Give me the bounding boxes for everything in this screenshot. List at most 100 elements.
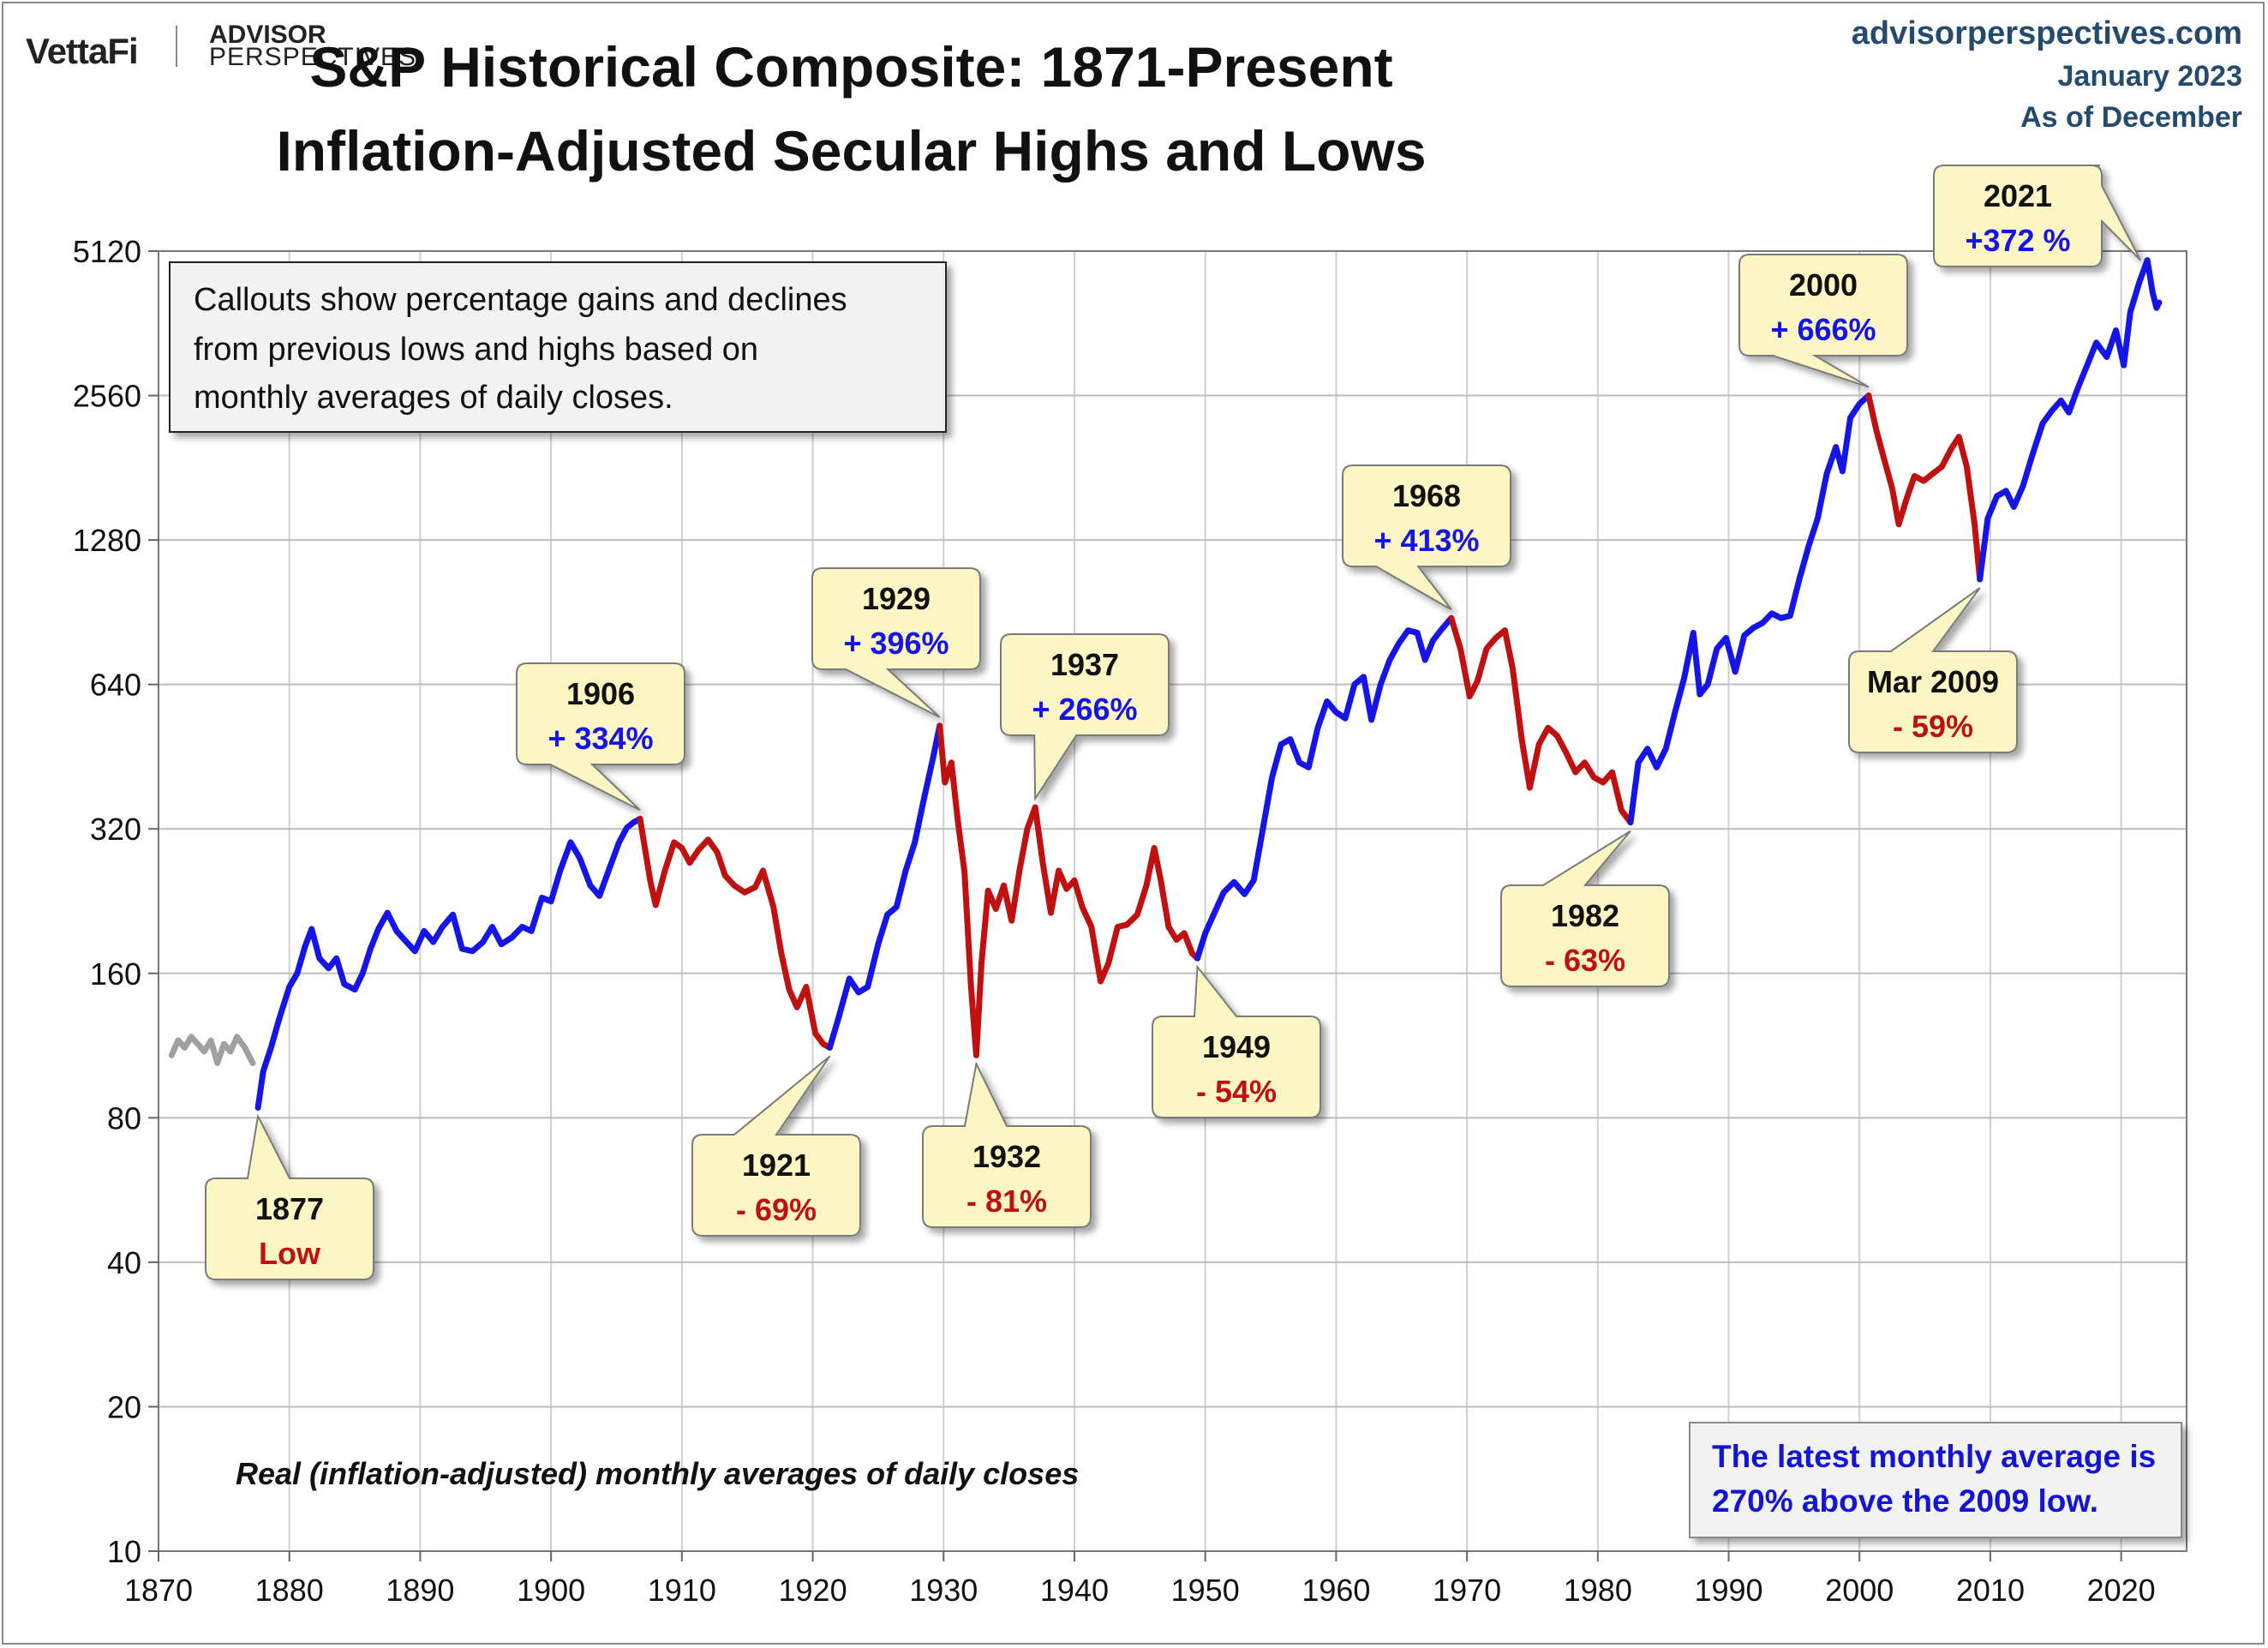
callout-box: [811, 567, 981, 718]
callout-box: [691, 1055, 861, 1237]
info-box: [169, 261, 947, 433]
x-tick-label: 1890: [386, 1573, 454, 1608]
callout-1929: [811, 567, 981, 718]
chart-title-line2: Inflation-Adjusted Secular Highs and Low…: [276, 119, 1427, 183]
y-tick-label: 640: [90, 668, 141, 703]
x-tick-label: 1950: [1171, 1573, 1240, 1608]
x-tick-label: 1970: [1433, 1573, 1501, 1608]
series-line: [826, 722, 943, 1051]
callout-1932: [922, 1061, 1092, 1228]
x-tick-label: 1870: [124, 1573, 193, 1608]
x-tick-label: 1910: [648, 1573, 716, 1608]
series-line: [1977, 257, 2151, 583]
x-tick-label: 1990: [1694, 1573, 1762, 1608]
grid: [158, 250, 2187, 1552]
y-tick-label: 10: [107, 1534, 141, 1569]
callout-1949: [1152, 964, 1321, 1118]
y-axis: 5120 2560 1280 640 320 160 80 40 20 10: [73, 234, 159, 1569]
series-line: [254, 815, 643, 1111]
as-of-date: As of December: [2020, 101, 2242, 134]
y-tick-label: 5120: [73, 234, 141, 269]
x-tick-label: 1930: [909, 1573, 978, 1608]
callout-pct-label: + 334%: [548, 721, 653, 756]
chart-title-line1: S&P Historical Composite: 1871-Present: [309, 35, 1393, 99]
callout-box: [1152, 964, 1321, 1118]
x-tick-label: 1880: [255, 1573, 324, 1608]
series-line: [1627, 393, 1872, 826]
callout-box: [1848, 587, 2018, 753]
callout-year-label: 1982: [1551, 898, 1619, 933]
callout-year-label: 1937: [1050, 647, 1119, 682]
callout-1877: [205, 1113, 374, 1280]
callout-box: [1500, 830, 1670, 987]
callout-2000: [1738, 254, 1908, 388]
plot-area: [158, 250, 2187, 1552]
callout-pct-label: + 666%: [1770, 312, 1876, 347]
callout-pct-label: + 413%: [1373, 523, 1479, 558]
y-tick-label: 320: [90, 812, 141, 847]
y-tick-label: 20: [107, 1389, 141, 1424]
callout-box: [1342, 464, 1511, 611]
footnote: Real (inflation-adjusted) monthly averag…: [236, 1456, 1079, 1491]
callout-pct-label: - 54%: [1196, 1074, 1277, 1109]
x-tick-label: 2000: [1825, 1573, 1894, 1608]
callout-pct-label: - 69%: [736, 1192, 817, 1227]
x-axis: 1870 1880 1890 1900 1910 1920 1930 1940 1950 1960…: [124, 1551, 2156, 1608]
callout-year-label: Mar 2009: [1867, 664, 1999, 699]
y-tick-label: 80: [107, 1100, 141, 1136]
callouts: 1877 Low 1906 + 334% 1921 - 69% 1929 + 396% 1932…: [205, 165, 2142, 1280]
callout-year-label: 1921: [742, 1148, 811, 1183]
callout-box: [516, 662, 685, 812]
y-tick-label: 160: [90, 956, 141, 992]
callout-year-label: 2000: [1789, 267, 1858, 303]
callout-1968: [1342, 464, 1511, 611]
callout-box: [1933, 165, 2142, 267]
x-tick-label: 2010: [1956, 1573, 2025, 1608]
callout-box: [1738, 254, 1908, 388]
series-line: [1448, 614, 1634, 826]
callout-year-label: 1968: [1392, 478, 1461, 513]
callout-pct-label: - 59%: [1893, 709, 1973, 744]
x-tick-label: 1900: [517, 1573, 585, 1608]
callout-year-label: 1906: [566, 676, 635, 711]
info-line-1: Callouts show percentage gains and decli…: [194, 282, 847, 318]
callout-1906: [516, 662, 685, 812]
series-line: [2144, 257, 2163, 311]
callout-pct-label: - 81%: [966, 1184, 1047, 1219]
vettafi-logo: VettaFi: [26, 31, 139, 71]
callout-pct-label: - 63%: [1545, 943, 1625, 978]
callout-box: [1000, 633, 1170, 802]
callout-1982: [1500, 830, 1670, 987]
latest-line-1: The latest monthly average is: [1712, 1439, 2156, 1474]
callout-year-label: 1932: [972, 1139, 1041, 1174]
series-line: [978, 804, 1200, 985]
site-url: advisorperspectives.com: [1851, 15, 2242, 51]
callout-year-label: 1877: [255, 1191, 324, 1226]
publish-date: January 2023: [2057, 60, 2243, 93]
callout-box: [922, 1061, 1092, 1228]
callout-box: [205, 1113, 374, 1280]
perspectives-logo-text: PERSPECTIVES: [209, 43, 417, 71]
callout-year-label: 1949: [1202, 1029, 1271, 1064]
x-tick-label: 2020: [2087, 1573, 2156, 1608]
callout-2021: [1933, 165, 2142, 267]
callout-1921: [691, 1055, 861, 1237]
callout-mar-2009: [1848, 587, 2018, 753]
y-tick-label: 2560: [73, 379, 141, 414]
callout-pct-label: Low: [259, 1236, 321, 1271]
series-line: [168, 1034, 256, 1066]
callout-pct-label: + 396%: [843, 626, 948, 661]
advisor-logo-text: ADVISOR: [209, 21, 326, 49]
callout-pct-label: + 266%: [1032, 692, 1137, 727]
info-line-3: monthly averages of daily closes.: [194, 380, 673, 416]
latest-line-2: 270% above the 2009 low.: [1712, 1483, 2098, 1519]
series-line: [1865, 393, 1984, 583]
y-tick-label: 40: [107, 1245, 141, 1280]
series: [168, 257, 2163, 1111]
latest-box: [1689, 1422, 2182, 1538]
series-line: [937, 722, 984, 1058]
x-tick-label: 1920: [779, 1573, 847, 1608]
info-line-2: from previous lows and highs based on: [194, 332, 758, 368]
